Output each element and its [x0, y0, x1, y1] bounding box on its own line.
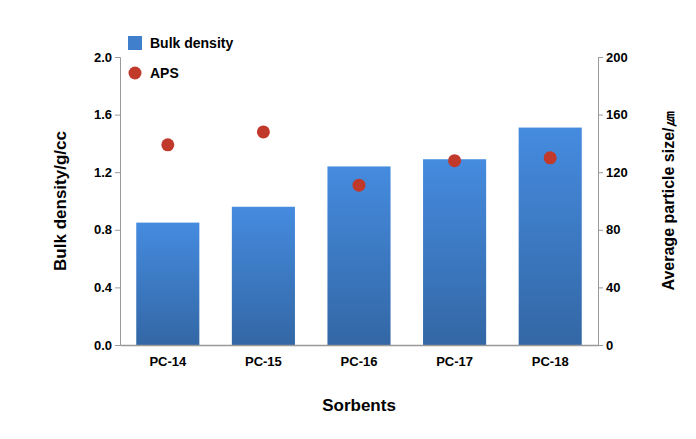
tick-mark: [598, 345, 603, 346]
tick-mark: [598, 230, 603, 231]
tick-label: 0.8: [94, 222, 112, 237]
bar: [423, 159, 486, 345]
legend-swatch: [128, 36, 142, 50]
y2-axis-title: Average particle size/㎛: [660, 111, 677, 290]
bar: [232, 207, 295, 345]
point: [544, 151, 557, 164]
chart: 0.00.40.81.21.62.004080120160200PC-14PC-…: [0, 0, 696, 439]
axis-line: [121, 345, 599, 347]
tick-label: PC-17: [436, 354, 473, 369]
point: [161, 138, 174, 151]
tick: 200: [598, 50, 628, 65]
legend: Bulk density APS: [128, 35, 233, 81]
axis-line: [599, 58, 604, 346]
marks: [136, 125, 581, 345]
point: [353, 179, 366, 192]
tick-label: 40: [606, 280, 620, 295]
tick: PC-16: [341, 345, 378, 369]
tick: 120: [598, 165, 628, 180]
tick-label: 1.6: [94, 107, 112, 122]
tick: PC-14: [149, 345, 187, 369]
legend-label: Bulk density: [150, 35, 233, 51]
tick-mark: [598, 57, 603, 58]
tick-label: PC-16: [341, 354, 378, 369]
y-axis: 0.0 0.4 0.8 1.2 1.6 2.0: [94, 50, 121, 353]
tick: 40: [598, 280, 620, 295]
legend-item: Bulk density: [128, 35, 233, 51]
tick: PC-17: [436, 345, 473, 369]
y2-axis: 0 40 80 120 160 200: [598, 50, 628, 353]
legend-item: APS: [129, 65, 179, 81]
bar: [519, 128, 582, 345]
tick-mark: [115, 345, 120, 346]
tick-label: 0.0: [94, 338, 112, 353]
point: [448, 154, 461, 167]
tick-label: 0.4: [94, 280, 113, 295]
tick: 1.2: [94, 165, 120, 180]
tick-label: 120: [606, 165, 628, 180]
tick-label: 0: [606, 338, 613, 353]
x-axis-title: Sorbents: [322, 396, 396, 415]
y-axis-title: Bulk density/g/cc: [51, 131, 70, 271]
bar: [327, 166, 390, 345]
x-axis: PC-14 PC-15 PC-16 PC-17 PC-18: [121, 345, 599, 369]
tick: PC-18: [532, 345, 569, 369]
tick: 1.6: [94, 107, 120, 122]
tick-mark: [598, 287, 603, 288]
tick: PC-15: [245, 345, 282, 369]
tick: 0.8: [94, 222, 120, 237]
tick-label: 1.2: [94, 165, 112, 180]
tick: 0.4: [94, 280, 120, 295]
legend-label: APS: [150, 65, 179, 81]
axis-line: [115, 58, 121, 346]
plot: 0.00.40.81.21.62.004080120160200PC-14PC-…: [94, 35, 628, 369]
tick-label: PC-15: [245, 354, 282, 369]
tick-label: PC-14: [149, 354, 187, 369]
tick-label: 80: [606, 222, 620, 237]
point: [257, 125, 270, 138]
tick-label: PC-18: [532, 354, 569, 369]
tick: 80: [598, 222, 620, 237]
tick-mark: [115, 172, 120, 173]
tick: 2.0: [94, 50, 120, 65]
tick: 160: [598, 107, 628, 122]
tick-mark: [115, 287, 120, 288]
tick-mark: [598, 115, 603, 116]
tick-label: 200: [606, 50, 628, 65]
tick-mark: [115, 230, 120, 231]
tick: 0: [598, 338, 613, 353]
tick: 0.0: [94, 338, 120, 353]
tick-mark: [115, 57, 120, 58]
tick-label: 160: [606, 107, 628, 122]
legend-swatch: [129, 67, 142, 80]
bar: [136, 223, 199, 345]
tick-label: 2.0: [94, 50, 112, 65]
tick-mark: [115, 115, 120, 116]
tick-mark: [598, 172, 603, 173]
